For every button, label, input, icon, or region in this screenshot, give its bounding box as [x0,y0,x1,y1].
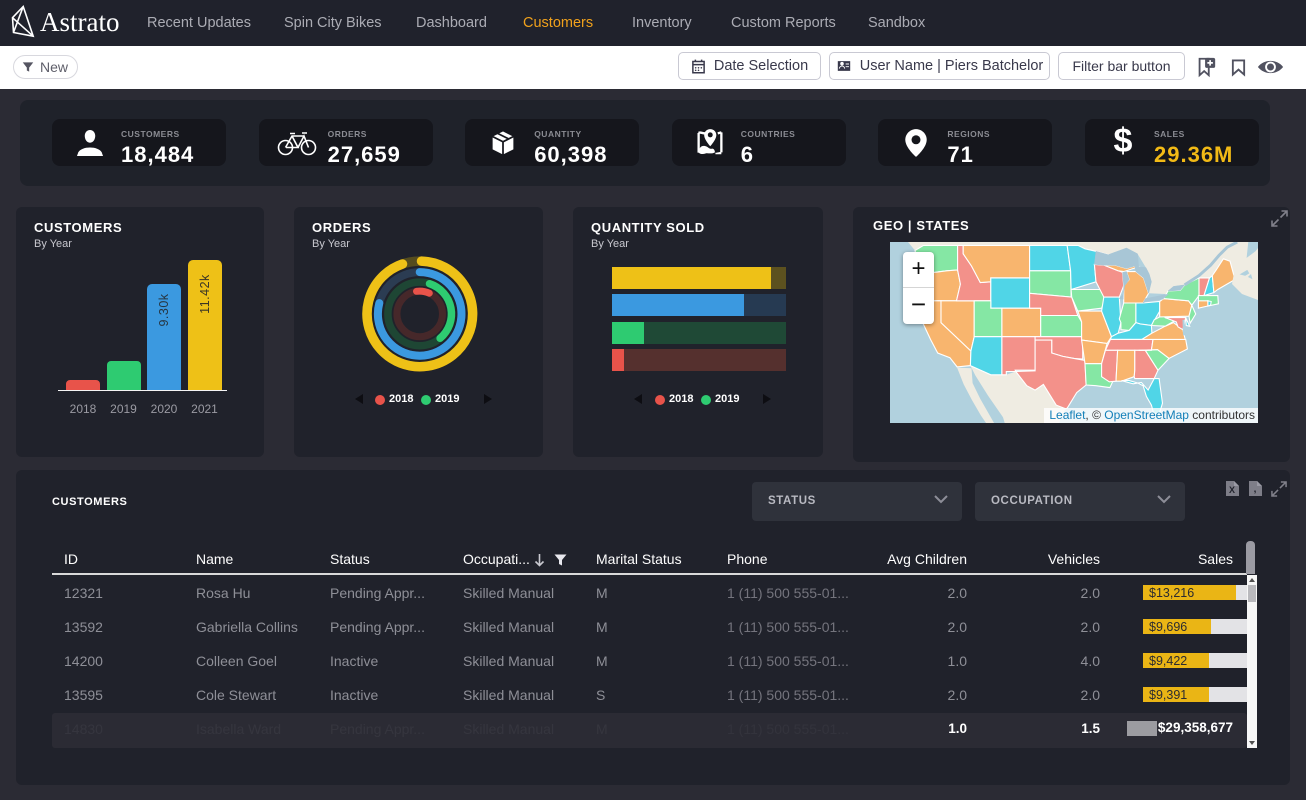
svg-text:,: , [1254,484,1257,495]
svg-text:X: X [1229,485,1235,495]
